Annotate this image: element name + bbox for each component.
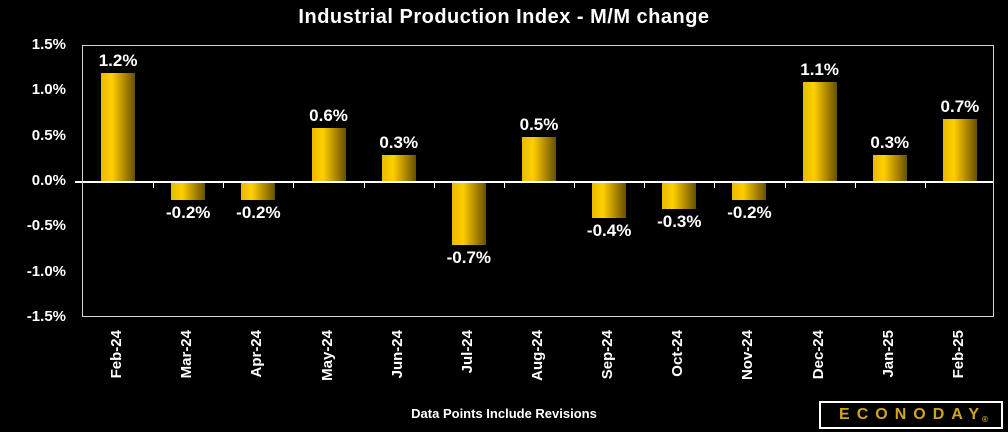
bar-Sep-24 [592,182,627,219]
x-tick-label-May-24: May-24 [318,330,336,381]
registered-trademark-icon: ® [982,415,988,424]
x-axis-tick [854,182,856,188]
y-tick-label: 0.0% [31,172,66,189]
bar-Jun-24 [381,154,416,182]
value-label-Aug-24: 0.5% [519,114,559,134]
value-label-Feb-24: 1.2% [98,51,138,71]
econoday-logo: ECONODAY ® [819,401,1003,429]
value-label-Jul-24: -0.7% [446,248,492,268]
y-tick-label: -1.0% [26,262,66,280]
x-axis-tick [503,182,505,188]
value-label-Sep-24: -0.4% [586,221,632,241]
x-tick-label-Jun-24: Jun-24 [388,330,406,379]
footer-note: Data Points Include Revisions [411,406,597,421]
x-axis-tick [714,182,716,188]
x-axis-tick [574,182,576,188]
value-label-Jan-25: 0.3% [870,132,910,152]
value-label-Jun-24: 0.3% [379,132,419,152]
x-axis-tick [433,182,435,188]
bar-Jan-25 [872,154,907,182]
bar-Dec-24 [802,82,837,182]
y-tick-label: -1.5% [26,308,66,325]
plot-area: 1.2% -0.2% -0.2% 0.6% 0.3% -0.7% 0.5% -0.4% -0.3… [75,45,994,317]
x-tick-label-Mar-24: Mar-24 [178,330,196,379]
value-label-Apr-24: -0.2% [236,203,281,223]
x-tick-label-Feb-24: Feb-24 [108,330,126,379]
bar-Nov-24 [732,182,767,201]
y-tick-label: -0.5% [26,217,66,235]
zero-axis-line [83,181,993,183]
value-label-May-24: 0.6% [309,105,348,125]
x-tick-label-Sep-24: Sep-24 [599,330,617,380]
bar-Mar-24 [171,182,206,201]
bar-Apr-24 [241,182,276,201]
bar-Feb-25 [942,118,977,182]
y-tick-label: 1.0% [31,81,66,99]
bar-Jul-24 [451,182,486,246]
x-tick-label-Oct-24: Oct-24 [669,330,687,377]
x-tick-label-Jan-25: Jan-25 [879,330,897,378]
x-axis-tick [363,182,365,188]
x-axis-tick [784,182,786,188]
econoday-logo-text: ECONODAY [839,406,987,423]
x-tick-label-Jul-24: Jul-24 [458,330,476,374]
x-tick-label-Dec-24: Dec-24 [809,330,827,380]
zero-axis-left-tick [75,181,82,183]
y-tick-label: 1.5% [31,36,66,53]
x-axis-tick [924,182,926,188]
x-axis-tick [293,182,295,188]
x-tick-label-Feb-25: Feb-25 [949,330,967,379]
x-axis-tick [153,182,155,188]
value-label-Oct-24: -0.3% [657,212,702,232]
bar-Aug-24 [522,136,556,182]
x-tick-label-Apr-24: Apr-24 [248,330,266,378]
x-axis-tick [223,182,225,188]
bar-May-24 [311,127,346,182]
value-label-Nov-24: -0.2% [727,203,772,223]
bar-Feb-24 [101,73,136,182]
x-axis-tick [644,182,646,188]
chart-title: Industrial Production Index - M/M change [298,6,710,28]
value-label-Dec-24: 1.1% [800,60,839,80]
x-tick-label-Aug-24: Aug-24 [529,330,546,381]
y-tick-label: 0.5% [31,126,66,144]
value-label-Mar-24: -0.2% [166,203,211,223]
x-tick-label-Nov-24: Nov-24 [739,330,757,381]
bar-Oct-24 [662,182,697,210]
value-label-Feb-25: 0.7% [940,96,980,116]
